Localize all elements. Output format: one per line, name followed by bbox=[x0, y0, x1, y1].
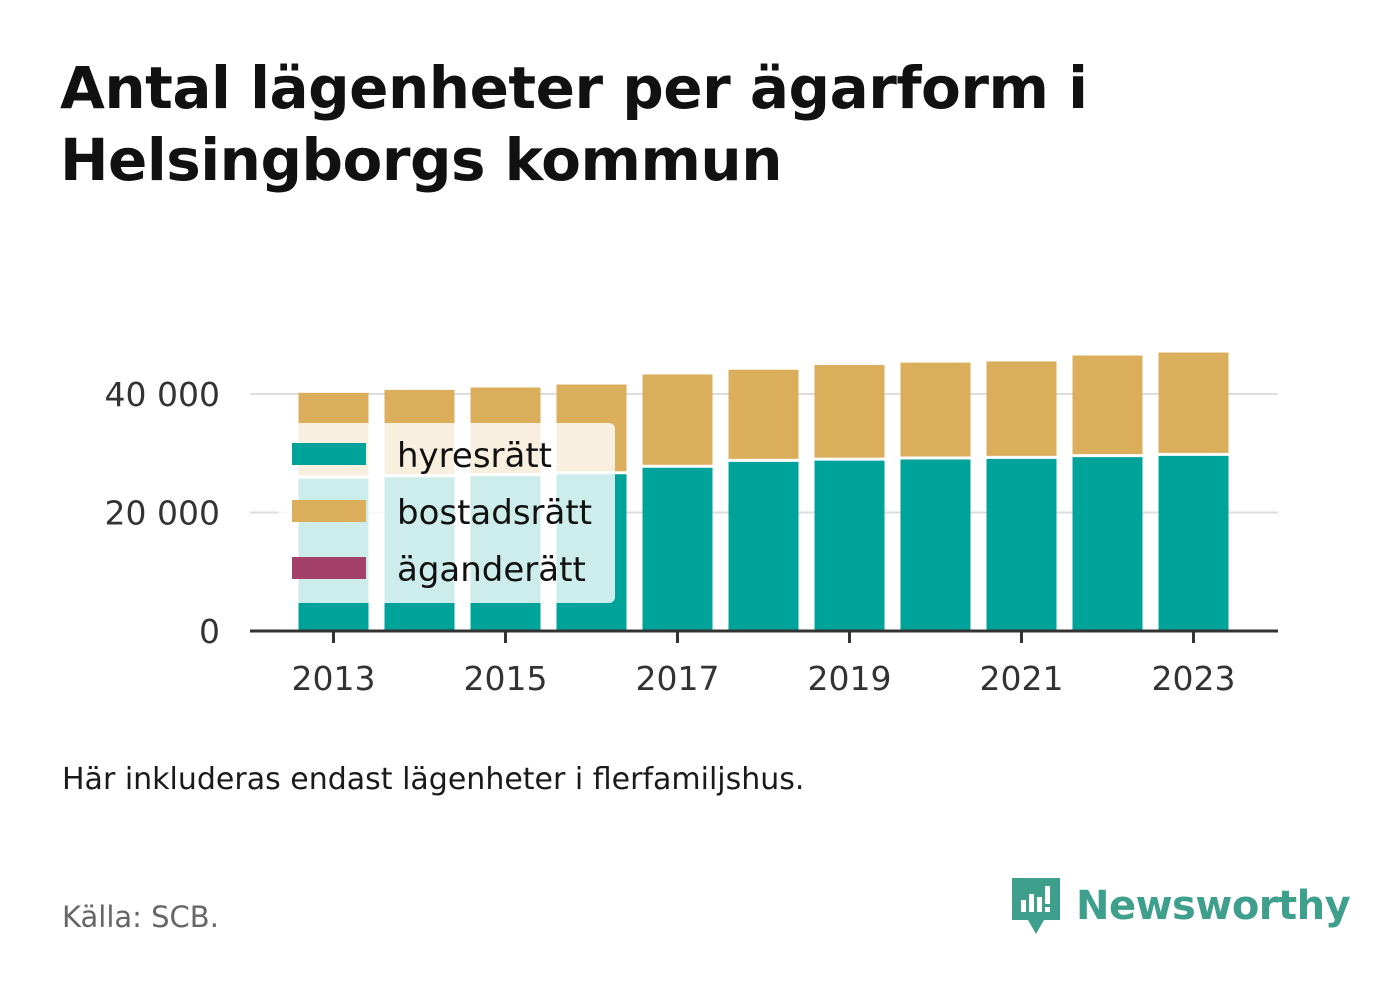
bar-segment bbox=[1158, 352, 1229, 455]
newsworthy-logo-icon bbox=[1012, 878, 1060, 934]
legend-swatch bbox=[292, 500, 366, 522]
x-tick-label: 2015 bbox=[464, 659, 548, 698]
legend-label: bostadsrätt bbox=[397, 493, 592, 533]
x-tick-label: 2017 bbox=[636, 659, 720, 698]
source-text: Källa: SCB. bbox=[62, 900, 219, 934]
bar-segment bbox=[1072, 355, 1143, 456]
bar-segment bbox=[900, 457, 971, 631]
bar-segment bbox=[814, 364, 885, 460]
x-tick-label: 2019 bbox=[808, 659, 892, 698]
y-tick-label: 40 000 bbox=[105, 375, 220, 414]
bar-segment bbox=[986, 361, 1057, 458]
bar-segment bbox=[986, 457, 1057, 631]
brand-logo: Newsworthy bbox=[1010, 876, 1351, 936]
chart-note: Här inkluderas endast lägenheter i flerf… bbox=[62, 762, 805, 797]
x-tick-label: 2023 bbox=[1152, 659, 1236, 698]
legend-label: äganderätt bbox=[397, 550, 586, 590]
legend-swatch bbox=[292, 557, 366, 579]
bar-segment bbox=[814, 459, 885, 631]
bar-segment bbox=[900, 362, 971, 458]
brand-name: Newsworthy bbox=[1076, 883, 1351, 929]
legend-label: hyresrätt bbox=[397, 436, 552, 476]
bar-segment bbox=[1158, 454, 1229, 631]
y-tick-label: 0 bbox=[199, 612, 220, 651]
bar-segment bbox=[642, 466, 713, 631]
chart-title: Antal lägenheter per ägarform i Helsingb… bbox=[60, 54, 1088, 194]
x-tick-label: 2013 bbox=[292, 659, 376, 698]
bar-segment bbox=[1072, 455, 1143, 631]
x-tick-label: 2021 bbox=[980, 659, 1064, 698]
bar-segment bbox=[728, 369, 799, 461]
bar-segment bbox=[642, 374, 713, 467]
bar-segment bbox=[728, 460, 799, 631]
y-tick-label: 20 000 bbox=[105, 494, 220, 533]
legend-swatch bbox=[292, 443, 366, 465]
